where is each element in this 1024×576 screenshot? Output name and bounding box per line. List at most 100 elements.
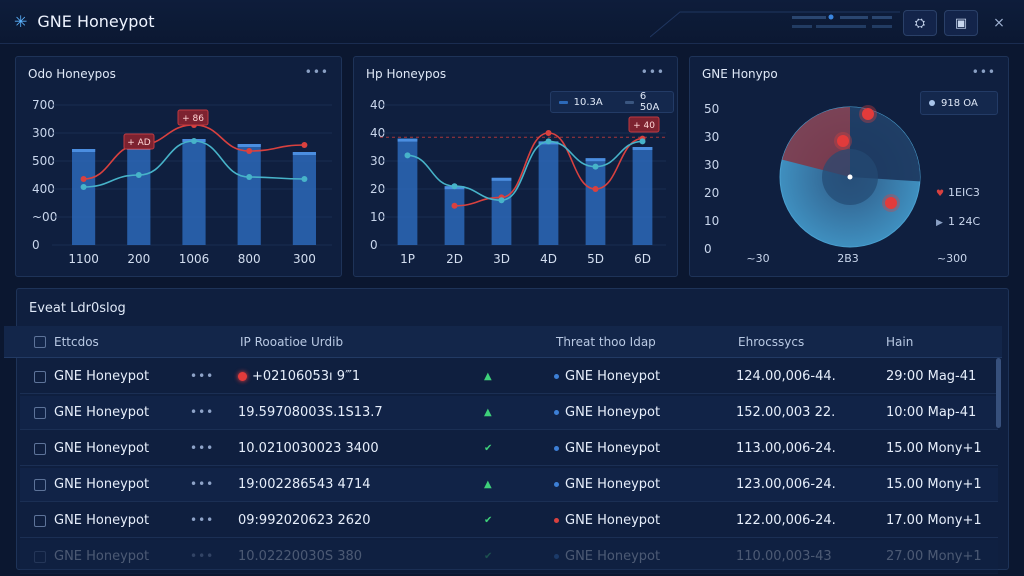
time-value: 15.00 Mony+1 [886,441,982,456]
series-point[interactable] [301,142,308,148]
series-point[interactable] [592,186,599,192]
event-name: GNE Honeypot [54,369,150,384]
series-point[interactable] [135,172,142,178]
bar[interactable] [182,139,206,245]
row-checkbox[interactable] [34,371,46,383]
row-checkbox[interactable] [34,443,46,455]
bar[interactable] [127,147,151,245]
select-all-checkbox[interactable] [34,336,46,348]
threat-marker[interactable] [885,197,897,209]
table-row[interactable]: GNE Honeypot ••• 10.0210030023 3400 ✔ GNE Ho… [20,432,998,466]
x-tick-label: 2B3 [837,252,859,265]
more-icon[interactable]: ••• [304,65,329,79]
series-point[interactable] [301,176,308,182]
series-point[interactable] [191,138,197,144]
ip-cell: 10.02220030S 380 [238,549,362,564]
y-tick-label: 10 [704,214,719,228]
event-name: GNE Honeypot [54,441,150,456]
more-icon[interactable]: ••• [971,65,996,79]
brand[interactable]: ✳ GNE Honeypot [14,12,154,32]
series-point[interactable] [451,202,458,209]
x-tick-label: ~30 [746,252,769,265]
row-more-icon[interactable]: ••• [190,405,215,419]
bar-cap [397,138,418,142]
threat-marker[interactable] [862,108,874,120]
table-row[interactable]: GNE Honeypot ••• 09:992020623 2620 ✔ GNE Hon… [20,504,998,538]
column-header[interactable]: Hain [886,335,914,349]
column-header[interactable]: Ettcdos [54,335,99,349]
series-point[interactable] [498,197,505,204]
bar[interactable] [72,149,96,245]
table-row[interactable]: GNE Honeypot ••• 19.59708003S.1S13.7 ▲ GNE H… [20,396,998,430]
ehr-value: 110.00,003-43 [736,549,832,564]
row-checkbox[interactable] [34,515,46,527]
y-tick-label: 0 [32,238,40,252]
series-point[interactable] [80,176,87,182]
more-icon[interactable]: ••• [640,65,665,79]
table-row[interactable]: GNE Honeypot ••• 10.02220030S 380 ✔ GNE Hone… [20,540,998,574]
bar-line-chart-1: 0 ~00 400 500 300 700 1100 200 1006 800 300 + AD + 8… [32,98,332,266]
bar[interactable] [444,186,465,245]
table-header: Ettcdos IP Rooatioe Urdib Threat thoo Id… [4,326,1002,358]
column-header[interactable]: IP Rooatioe Urdib [240,335,344,349]
series-point[interactable] [545,138,552,145]
bar[interactable] [397,138,418,245]
ip-value: 10.0210030023 3400 [238,441,379,456]
threat-value: GNE Honeypot [565,369,661,384]
time-value: 17.00 Mony+1 [886,513,982,528]
legend-label: 918 OA [941,97,978,109]
bar[interactable] [237,144,261,245]
server-icon[interactable]: ▣ [944,10,978,36]
y-tick-label: 30 [370,154,385,168]
threat-value: GNE Honeypot [565,405,661,420]
series-point[interactable] [404,152,411,159]
x-tick-label: 800 [238,252,261,266]
side-marker-icon: ▶ [936,218,943,228]
bar[interactable] [292,152,316,245]
arrow-up-icon: ▲ [484,479,492,490]
snowflake-logo-icon: ✳ [14,12,28,31]
x-tick-label: 300 [293,252,316,266]
bar[interactable] [538,141,559,245]
row-checkbox[interactable] [34,551,46,563]
series-point[interactable] [592,163,599,170]
bar[interactable] [585,158,606,245]
event-log-title: Eveat Ldr0slog [29,301,126,316]
row-more-icon[interactable]: ••• [190,477,215,491]
side-label: 1EIC3 [948,186,980,199]
series-point[interactable] [545,130,552,136]
chart-panel-2: Hp Honeypos ••• 0 10 20 30 40 40 1P 2D 3D 4D 5D 6D +… [353,56,678,277]
threat-marker[interactable] [837,135,849,147]
y-tick-label: 400 [32,182,55,196]
bar[interactable] [491,177,512,245]
ehr-value: 113.00,006-24. [736,441,836,456]
series-point[interactable] [246,174,253,180]
row-checkbox[interactable] [34,479,46,491]
row-more-icon[interactable]: ••• [190,369,215,383]
y-tick-label: 20 [704,186,719,200]
series-point[interactable] [246,148,253,154]
time-value: 27.00 Mony+1 [886,549,982,564]
table-row[interactable]: GNE Honeypot ••• 19:002286543 4714 ▲ GNE Hon… [20,468,998,502]
threat-value: GNE Honeypot [565,549,661,564]
table-row[interactable]: GNE Honeypot ••• +02106053ı 9‴1 ▲ GNE Honeyp… [20,360,998,394]
ip-value: 19:002286543 4714 [238,477,371,492]
network-icon[interactable]: ⛭ [903,10,937,36]
chart-title: Odo Honeypos [28,67,116,81]
column-header[interactable]: Threat thoo Idap [556,335,656,349]
series-point[interactable] [80,184,87,190]
column-header[interactable]: Ehrocssycs [738,335,805,349]
row-more-icon[interactable]: ••• [190,513,215,527]
row-checkbox[interactable] [34,407,46,419]
collapse-icon[interactable]: ⨯ [993,15,1005,31]
row-more-icon[interactable]: ••• [190,441,215,455]
annotation-badge [123,133,155,150]
x-tick-label: 5D [587,252,604,266]
bar[interactable] [632,147,653,245]
chart-title: GNE Honypo [702,67,778,81]
series-point[interactable] [639,138,646,145]
table-scrollbar[interactable] [996,358,1001,428]
series-point[interactable] [451,183,458,190]
row-more-icon[interactable]: ••• [190,549,215,563]
arrow-up-icon: ▲ [484,407,492,418]
